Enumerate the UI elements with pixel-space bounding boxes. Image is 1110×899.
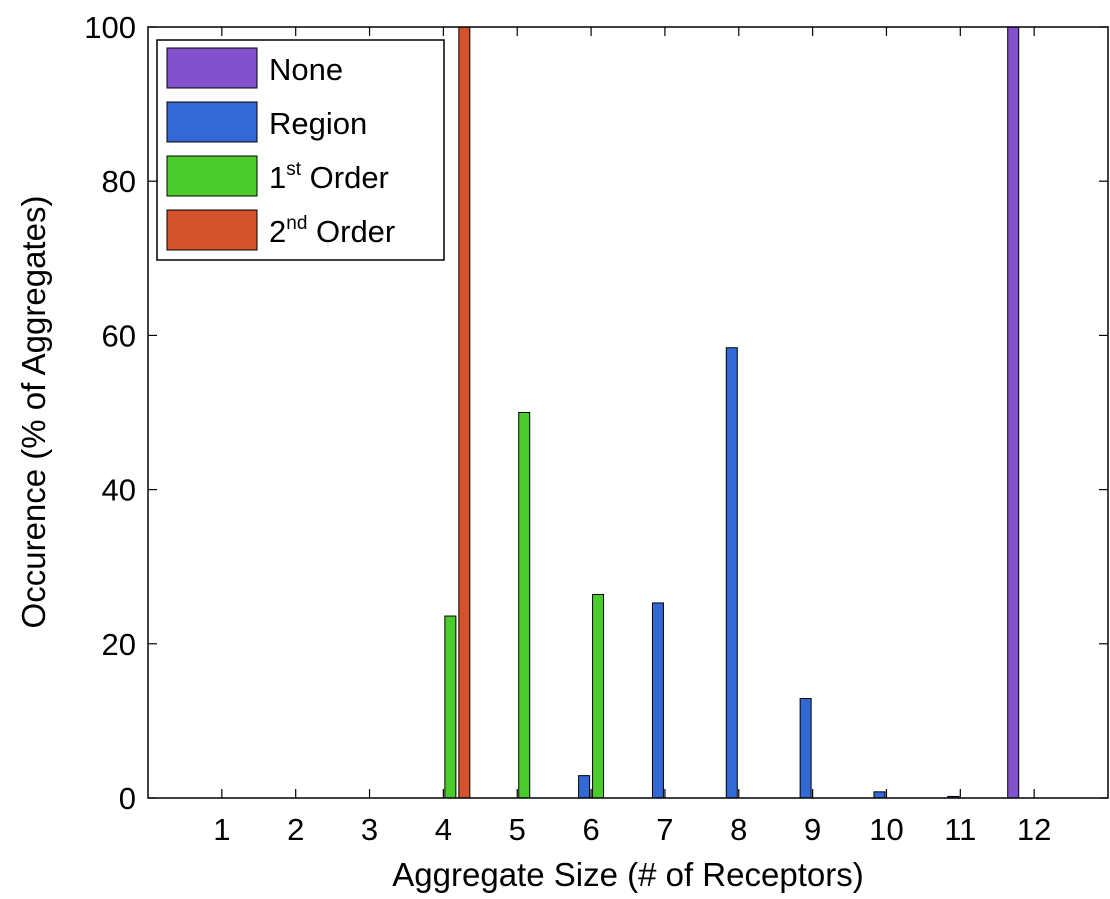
x-tick-label: 5: [509, 812, 526, 847]
x-tick-label: 8: [730, 812, 747, 847]
y-tick-label: 20: [102, 627, 136, 662]
x-tick-label: 4: [435, 812, 452, 847]
bar: [725, 347, 738, 799]
bar: [458, 26, 471, 799]
legend-swatch: [166, 155, 258, 197]
x-tick-label: 11: [944, 812, 976, 847]
x-tick-label: 3: [361, 812, 378, 847]
bar: [873, 791, 886, 799]
y-tick-label: 0: [119, 781, 136, 816]
x-tick-label: 7: [656, 812, 673, 847]
y-tick-label: 100: [84, 10, 136, 45]
plot-frame: [147, 26, 1109, 799]
bar: [592, 593, 605, 799]
y-tick-label: 60: [102, 318, 136, 353]
legend: None Region 1st Order 2nd Order: [156, 39, 445, 261]
x-axis-label: Aggregate Size (# of Receptors): [392, 856, 863, 893]
bar: [444, 615, 457, 799]
bars-layer: [444, 26, 1020, 799]
x-tick-label: 10: [869, 812, 903, 847]
y-tick-label: 80: [102, 164, 136, 199]
legend-label: Region: [269, 106, 367, 141]
x-tick-label: 6: [582, 812, 599, 847]
legend-swatch: [166, 209, 258, 251]
bar: [1007, 26, 1020, 799]
bar: [578, 775, 591, 799]
bar: [518, 412, 531, 799]
bar: [799, 698, 812, 799]
x-tick-label: 9: [804, 812, 821, 847]
x-tick-label: 12: [1017, 812, 1051, 847]
legend-label: 2nd Order: [269, 213, 395, 249]
y-axis-label: Occurence (% of Aggregates): [15, 196, 52, 629]
bar: [651, 602, 664, 799]
legend-swatch: [166, 101, 258, 143]
legend-label: 1st Order: [269, 159, 389, 195]
x-tick-label: 2: [287, 812, 304, 847]
legend-label: None: [269, 52, 343, 87]
x-tick-label: 1: [213, 812, 230, 847]
y-tick-label: 40: [102, 473, 136, 508]
legend-swatch: [166, 47, 258, 89]
